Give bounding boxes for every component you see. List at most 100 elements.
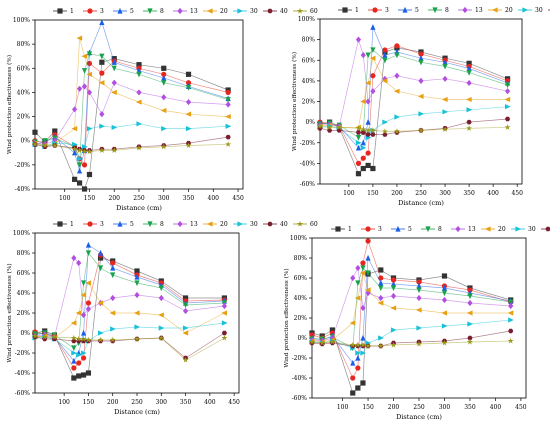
x-tick-label: 250 xyxy=(415,190,427,197)
series-60 xyxy=(31,332,228,363)
data-point xyxy=(365,254,371,261)
legend-label: 13 xyxy=(190,221,198,228)
data-point xyxy=(110,326,116,332)
data-point xyxy=(185,111,192,117)
data-point xyxy=(360,334,366,341)
data-point xyxy=(416,282,422,289)
data-point xyxy=(508,328,514,334)
legend-label: 8 xyxy=(160,221,164,228)
chart-panel-2: 100 150 200 250 300 350 400 450 -60% -40% -20% 0% 20… xyxy=(291,6,550,207)
data-point xyxy=(350,274,356,282)
data-point xyxy=(41,142,48,149)
data-point xyxy=(70,320,77,326)
y-tick-label: 20% xyxy=(294,315,308,322)
data-point xyxy=(185,71,192,77)
data-point xyxy=(360,155,366,161)
data-point xyxy=(97,330,104,336)
data-point xyxy=(76,162,83,168)
legend-marker xyxy=(395,225,401,232)
y-tick-label: 40% xyxy=(17,89,31,96)
data-point xyxy=(80,280,87,287)
y-axis-label: Wind protection effectiveness (%) xyxy=(283,268,290,367)
legend-label: 20 xyxy=(220,221,228,228)
data-point xyxy=(308,338,316,345)
data-point xyxy=(71,375,77,381)
data-point xyxy=(415,340,423,347)
data-point xyxy=(507,337,514,344)
data-point xyxy=(80,311,87,319)
data-point xyxy=(441,296,448,304)
y-tick-label: 100% xyxy=(298,16,315,23)
data-point xyxy=(378,294,384,302)
series-line xyxy=(319,47,508,175)
data-point xyxy=(382,51,388,58)
data-point xyxy=(71,345,77,352)
data-point xyxy=(161,94,167,101)
legend-marker xyxy=(342,7,348,13)
data-point xyxy=(111,89,117,96)
data-point xyxy=(355,125,362,131)
y-tick-label: 60% xyxy=(294,275,308,282)
y-tick-label: 20% xyxy=(17,114,31,121)
data-point xyxy=(466,79,472,87)
series-line xyxy=(319,49,508,139)
series-line xyxy=(34,143,229,152)
data-point xyxy=(70,334,77,341)
x-tick-label: 300 xyxy=(439,404,451,411)
legend-label: 40 xyxy=(280,221,288,228)
x-axis-label: Distance (cm) xyxy=(396,413,442,421)
data-point xyxy=(355,264,361,272)
data-point xyxy=(110,264,116,271)
data-point xyxy=(504,82,511,89)
data-point xyxy=(355,130,362,135)
legend-marker xyxy=(425,226,431,233)
legend-marker xyxy=(87,8,93,14)
x-tick-label: 200 xyxy=(391,190,403,197)
x-tick-label: 450 xyxy=(515,404,527,411)
data-point xyxy=(99,123,105,129)
data-point xyxy=(416,279,422,285)
data-point xyxy=(378,279,384,286)
series-line xyxy=(34,282,225,339)
data-point xyxy=(71,126,78,132)
legend-marker xyxy=(365,226,371,232)
data-point xyxy=(134,291,140,299)
data-point xyxy=(136,89,142,96)
data-point xyxy=(350,375,356,381)
data-point xyxy=(418,55,424,61)
data-point xyxy=(225,141,232,147)
data-point xyxy=(377,342,384,349)
data-point xyxy=(416,294,422,302)
data-point xyxy=(355,171,362,177)
data-point xyxy=(508,299,514,306)
x-tick-label: 200 xyxy=(109,195,121,202)
x-tick-label: 250 xyxy=(131,399,143,406)
x-tick-label: 150 xyxy=(83,399,95,406)
legend-label: 30 xyxy=(250,8,258,15)
legend-label: 20 xyxy=(498,226,506,233)
y-tick-label: 60% xyxy=(17,270,31,277)
data-point xyxy=(221,310,228,316)
data-point xyxy=(136,121,143,127)
data-point xyxy=(466,70,472,76)
data-point xyxy=(415,307,422,313)
data-point xyxy=(158,285,164,292)
data-point xyxy=(441,290,448,297)
data-point xyxy=(185,98,192,106)
data-point xyxy=(185,126,192,132)
y-tick-label: -60% xyxy=(292,395,308,402)
x-tick-label: 400 xyxy=(204,399,216,406)
x-tick-label: 400 xyxy=(208,195,220,202)
data-point xyxy=(390,280,397,287)
legend-marker xyxy=(522,7,529,13)
data-point xyxy=(86,60,93,67)
data-point xyxy=(329,327,335,333)
plot-frame xyxy=(311,237,527,399)
data-point xyxy=(360,98,366,105)
data-point xyxy=(442,126,449,132)
data-point xyxy=(417,93,424,99)
legend-marker xyxy=(147,8,153,15)
data-point xyxy=(41,333,48,340)
x-tick-label: 150 xyxy=(362,404,374,411)
data-point xyxy=(382,75,388,82)
